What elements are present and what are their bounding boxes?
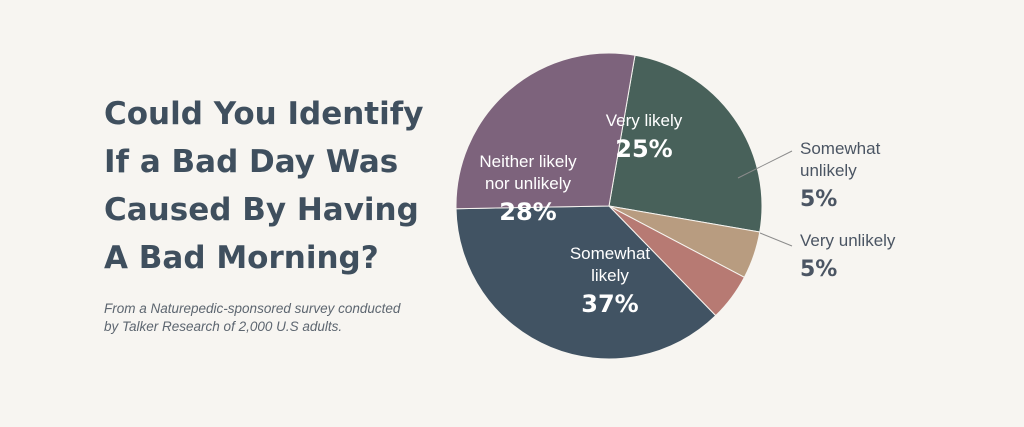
slice-value-very-likely: 25%: [615, 135, 672, 163]
slice-label-somewhat-likely: likely: [591, 266, 629, 285]
slice-label-very-likely: Very likely: [606, 111, 683, 130]
slice-value-somewhat-likely: 37%: [581, 290, 638, 318]
slice-label-neither-likely-nor-unlikely: nor unlikely: [485, 174, 571, 193]
pie-slice-neither-likely-nor-unlikely: [455, 52, 636, 210]
slice-label-somewhat-likely: Somewhat: [570, 244, 651, 263]
leader-line-somewhat-unlikely: [737, 150, 793, 179]
slice-label-neither-likely-nor-unlikely: Neither likely: [479, 152, 577, 171]
leader-line-very-unlikely: [759, 232, 793, 247]
source-note-line-1: From a Naturepedic-sponsored survey cond…: [104, 301, 401, 316]
slice-value-somewhat-unlikely: 5%: [800, 187, 837, 212]
slice-label-somewhat-unlikely: unlikely: [800, 161, 857, 180]
pie-slice-somewhat-likely: [455, 205, 717, 360]
title-line-2: If a Bad Day Was: [104, 144, 399, 180]
title-line-4: A Bad Morning?: [104, 240, 379, 276]
title-line-1: Could You Identify: [104, 96, 424, 132]
slice-value-very-unlikely: 5%: [800, 257, 837, 282]
slice-value-neither-likely-nor-unlikely: 28%: [499, 198, 556, 226]
title-line-3: Caused By Having: [104, 192, 419, 228]
slice-label-somewhat-unlikely: Somewhat: [800, 139, 881, 158]
source-note: From a Naturepedic-sponsored survey cond…: [104, 300, 434, 336]
source-note-line-2: by Talker Research of 2,000 U.S adults.: [104, 319, 343, 334]
slice-label-very-unlikely: Very unlikely: [800, 231, 896, 250]
pie-slice-very-likely: [608, 54, 763, 233]
chart-title: Could You Identify If a Bad Day Was Caus…: [104, 90, 434, 282]
